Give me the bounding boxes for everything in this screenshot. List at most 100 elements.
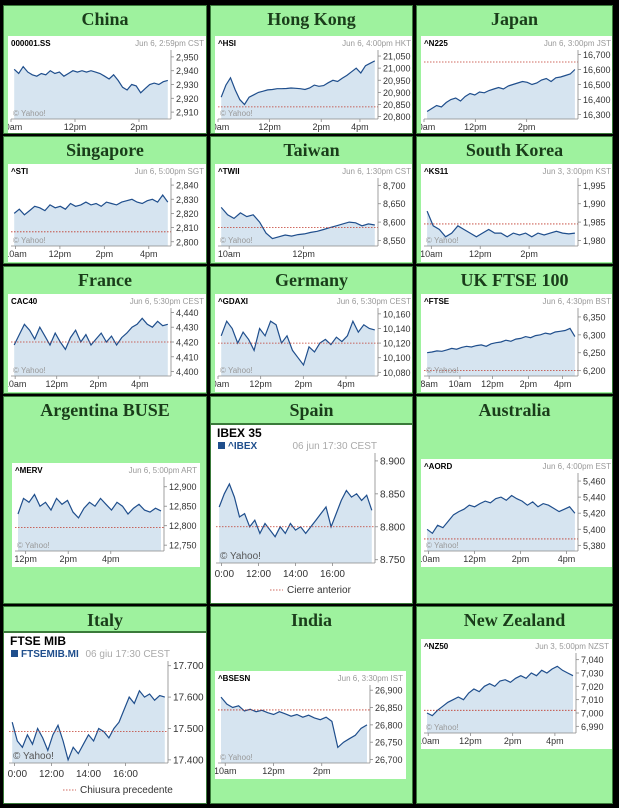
chart-singapore: ^STI Jun 6, 5:00pm SGT 2,840 2,830 2,820 2,81… <box>8 164 206 262</box>
y-tick-label: 20,850 <box>383 100 411 110</box>
chart-background <box>215 164 412 262</box>
chart-title: IBEX 35 <box>217 426 262 440</box>
chart-taiwan: ^TWII Jun 6, 1:30pm CST 8,700 8,650 8,600 8,5… <box>215 164 412 262</box>
y-tick-label: 26,800 <box>375 720 403 730</box>
series-area <box>219 484 372 563</box>
x-tick-label: 12pm <box>45 379 68 389</box>
y-tick-label: 8.850 <box>380 489 405 500</box>
x-tick-label: 12pm <box>14 554 37 564</box>
chart-symbol: ^MERV <box>15 466 43 475</box>
legend-previous-close-label: Chiusura precedente <box>80 785 173 796</box>
series-area <box>14 66 168 119</box>
series-area <box>18 494 161 551</box>
series-line <box>427 327 576 354</box>
chart-timestamp: Jun 3, 3:00pm KST <box>543 167 612 176</box>
chart-symbol: FTSEMIB.MI <box>21 649 79 660</box>
x-tick-label: 8am <box>421 379 438 389</box>
market-title: Italy <box>87 610 123 630</box>
series-line <box>220 60 376 106</box>
x-tick-label: 2pm <box>295 379 313 389</box>
yahoo-watermark: © Yahoo! <box>426 366 459 375</box>
chart-timestamp: Jun 6, 4:30pm BST <box>543 297 612 306</box>
series-line <box>426 665 574 717</box>
series-area <box>14 318 168 376</box>
market-panel-south-korea: South Korea ^KS11 Jun 3, 3:00pm KST 1,995 1,… <box>416 136 613 264</box>
y-tick-label: 2,810 <box>176 223 199 233</box>
y-tick-label: 12,850 <box>169 502 197 512</box>
y-tick-label: 12,750 <box>169 541 197 551</box>
chart-timestamp: Jun 3, 5:00pm NZST <box>535 642 609 651</box>
series-area <box>221 207 375 246</box>
market-title: India <box>290 610 333 630</box>
y-tick-label: 7,000 <box>581 709 604 719</box>
y-tick-label: 2,830 <box>176 195 199 205</box>
series-line <box>11 689 165 762</box>
series-area <box>12 690 165 763</box>
series-area <box>427 69 575 119</box>
market-title: Singapore <box>66 140 144 160</box>
series-area <box>221 321 375 376</box>
x-tick-label: 10am <box>215 122 229 132</box>
x-tick-label: 4pm <box>558 554 576 564</box>
x-tick-label: 12pm <box>481 379 504 389</box>
x-tick-label: 12pm <box>49 249 72 259</box>
chart-symbol: ^KS11 <box>424 167 449 176</box>
market-panel-argentina-buse: Argentina BUSE ^MERV Jun 6, 5:00pm ART 12,9… <box>3 396 207 604</box>
y-tick-label: 10,120 <box>383 339 411 349</box>
y-tick-label: 2,920 <box>176 94 199 104</box>
chart-symbol: ^NZ50 <box>424 642 449 651</box>
y-tick-label: 10,080 <box>383 368 411 378</box>
x-tick-label: 4pm <box>546 736 564 746</box>
y-tick-label: 5,420 <box>583 509 606 519</box>
x-tick-label: 10am <box>218 249 241 259</box>
series-line <box>13 193 169 216</box>
chart-timestamp: Jun 6, 5:30pm CEST <box>337 297 411 306</box>
x-tick-label: 12:00 <box>246 569 271 580</box>
market-panel-china: China 000001.SS Jun 6, 2:59pm CST 2,950 2,94… <box>3 5 207 134</box>
chart-timestamp: Jun 6, 5:30pm CEST <box>130 297 204 306</box>
y-tick-label: 10,160 <box>383 309 411 319</box>
y-tick-label: 17.500 <box>173 724 204 735</box>
y-tick-label: 4,400 <box>176 367 199 377</box>
chart-india: ^BSESN Jun 6, 3:30pm IST 26,900 26,850 26,80… <box>215 671 406 779</box>
yahoo-watermark: © Yahoo! <box>426 236 459 245</box>
y-tick-label: 2,910 <box>176 108 199 118</box>
y-tick-label: 2,800 <box>176 237 199 247</box>
series-area <box>221 697 367 763</box>
y-tick-label: 6,350 <box>583 312 606 322</box>
series-line <box>220 319 375 367</box>
market-panel-france: France CAC40 Jun 6, 5:30pm CEST 4,440 4,430 4… <box>3 266 207 394</box>
y-tick-label: 6,300 <box>583 330 606 340</box>
x-tick-label: 10am <box>421 249 443 259</box>
x-tick-label: 12pm <box>64 122 87 132</box>
y-tick-label: 5,460 <box>583 477 606 487</box>
y-tick-label: 7,040 <box>581 655 604 665</box>
y-tick-label: 16,300 <box>583 110 611 120</box>
x-tick-label: 10am <box>8 122 22 132</box>
yahoo-watermark: © Yahoo! <box>17 541 50 550</box>
yahoo-watermark: © Yahoo! <box>13 236 46 245</box>
yahoo-watermark: © Yahoo! <box>220 551 261 562</box>
x-tick-label: 2pm <box>96 249 114 259</box>
x-tick-label: 12pm <box>459 736 482 746</box>
market-title: Australia <box>478 400 551 420</box>
series-swatch <box>11 650 18 657</box>
x-tick-label: 10am <box>421 122 435 132</box>
x-tick-label: 4pm <box>554 379 572 389</box>
y-tick-label: 7,030 <box>581 669 604 679</box>
y-tick-label: 21,000 <box>383 64 411 74</box>
chart-south-korea: ^KS11 Jun 3, 3:00pm KST 1,995 1,990 1,985 1,9… <box>421 164 612 262</box>
series-line <box>426 494 576 535</box>
series-line <box>17 493 162 519</box>
y-tick-label: 6,990 <box>581 722 604 732</box>
market-title: Japan <box>490 9 539 29</box>
x-tick-label: 2pm <box>520 379 538 389</box>
x-tick-label: 10am <box>8 249 27 259</box>
y-tick-label: 5,400 <box>583 525 606 535</box>
x-tick-label: 12pm <box>249 379 272 389</box>
series-line <box>426 69 576 113</box>
chart-timestamp: Jun 6, 1:30pm CST <box>342 167 411 176</box>
x-tick-label: 10am <box>215 379 229 389</box>
y-tick-label: 8.800 <box>380 522 405 533</box>
